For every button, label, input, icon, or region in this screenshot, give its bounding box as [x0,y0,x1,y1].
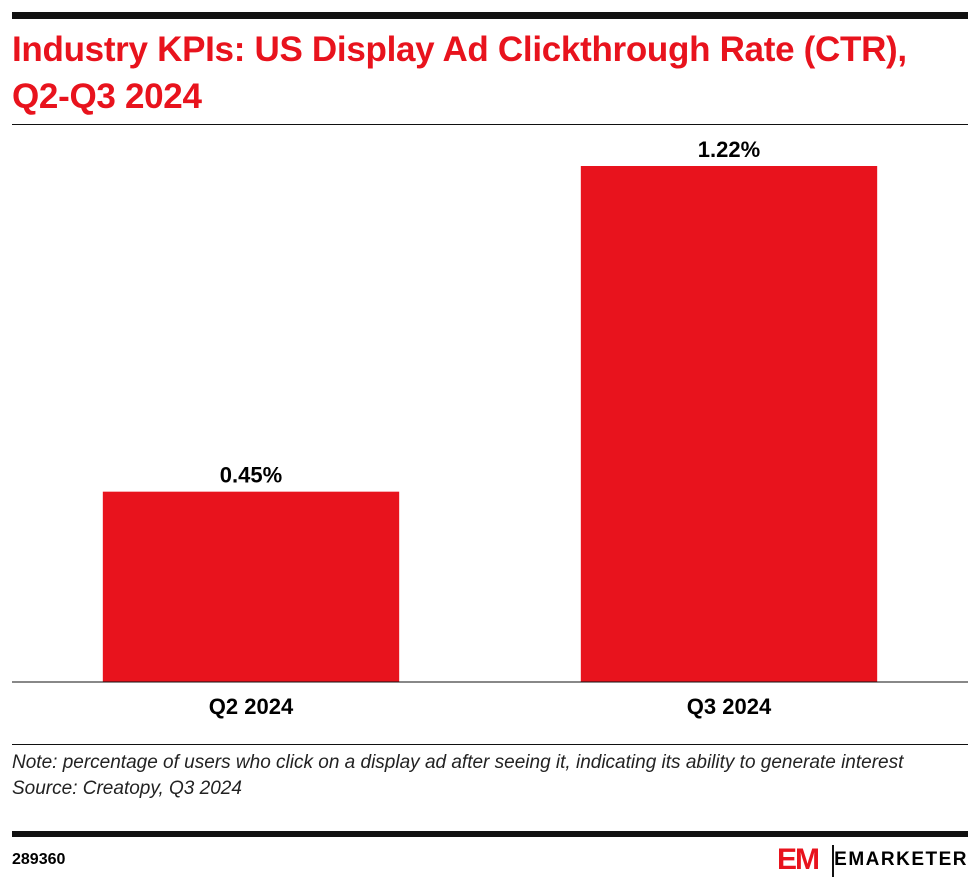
title-rule [12,124,968,125]
note: Note: percentage of users who click on a… [12,752,904,773]
bar [580,166,878,682]
bottom-rule [12,831,968,837]
x-tick-label: Q2 2024 [209,694,294,719]
brand: EMARKETER [834,849,968,870]
top-rule [12,12,968,19]
value-label: 0.45% [220,462,282,487]
source: Source: Creatopy, Q3 2024 [12,778,242,799]
logo-mark: EM [777,843,820,876]
chart: 0.45% Q2 2024 1.22% Q3 2024 [12,137,968,719]
logo-separator [832,845,834,877]
x-tick-label: Q3 2024 [687,694,772,719]
chart-id: 289360 [12,851,66,868]
chart-title: Industry KPIs: US Display Ad Clickthroug… [12,30,907,116]
bar [102,491,400,682]
notes: Note: percentage of users who click on a… [12,750,962,802]
note-rule [12,744,968,745]
value-label: 1.22% [698,137,760,162]
